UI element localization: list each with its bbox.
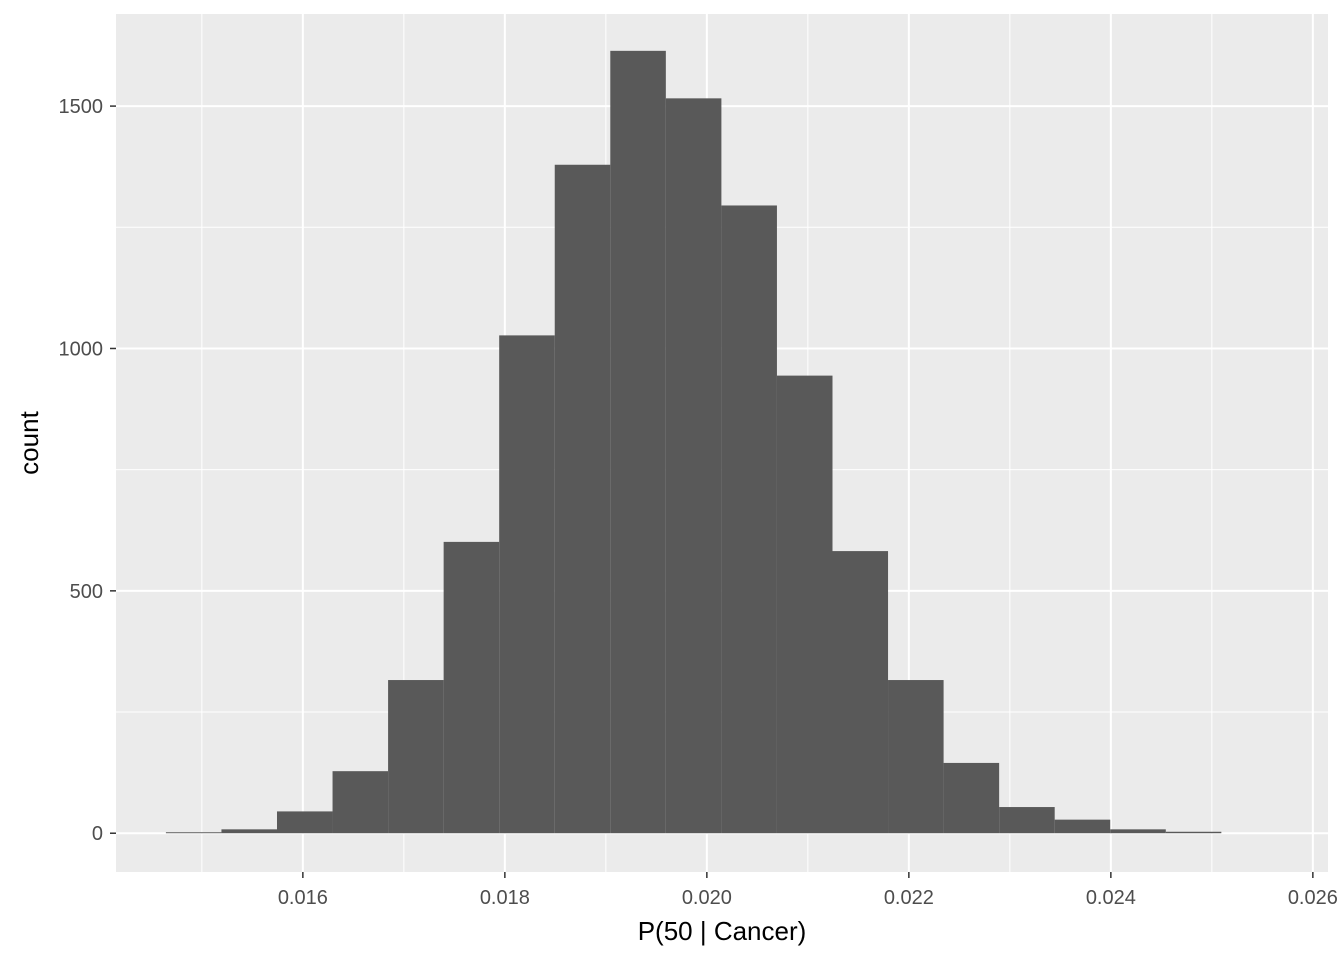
y-tick-label: 1000 xyxy=(59,338,104,360)
histogram-bar xyxy=(776,375,833,834)
histogram-bars xyxy=(165,50,1222,834)
histogram-bar xyxy=(1054,819,1111,834)
histogram-bar xyxy=(832,551,889,834)
y-axis-title: count xyxy=(14,410,44,474)
y-tick-label: 1500 xyxy=(59,96,104,118)
histogram-bar xyxy=(165,832,222,834)
x-tick-label: 0.024 xyxy=(1086,887,1136,909)
histogram-bar xyxy=(888,680,944,834)
y-tick-label: 500 xyxy=(70,581,103,603)
histogram-bar xyxy=(610,50,666,834)
histogram-bar xyxy=(554,164,611,834)
histogram-bar xyxy=(1165,831,1222,834)
y-axis: 0 500 1000 1500 xyxy=(59,96,116,845)
histogram-bar xyxy=(999,807,1055,834)
x-tick-label: 0.026 xyxy=(1288,887,1338,909)
histogram-bar xyxy=(1110,829,1166,834)
histogram-bar xyxy=(221,829,277,834)
y-tick-label: 0 xyxy=(92,823,103,845)
histogram-bar xyxy=(499,335,555,834)
x-axis-title: P(50 | Cancer) xyxy=(638,916,807,946)
histogram-bar xyxy=(943,762,1000,834)
histogram-bar xyxy=(388,680,444,834)
x-axis: 0.016 0.018 0.020 0.022 0.024 0.026 xyxy=(278,872,1338,909)
x-tick-label: 0.018 xyxy=(480,887,530,909)
x-tick-label: 0.020 xyxy=(682,887,732,909)
x-tick-label: 0.016 xyxy=(278,887,328,909)
x-tick-label: 0.022 xyxy=(884,887,934,909)
histogram-bar xyxy=(665,98,722,834)
histogram-bar xyxy=(443,541,500,834)
histogram-bar xyxy=(721,205,777,834)
histogram-bar xyxy=(332,771,389,834)
histogram-bar xyxy=(276,811,333,834)
